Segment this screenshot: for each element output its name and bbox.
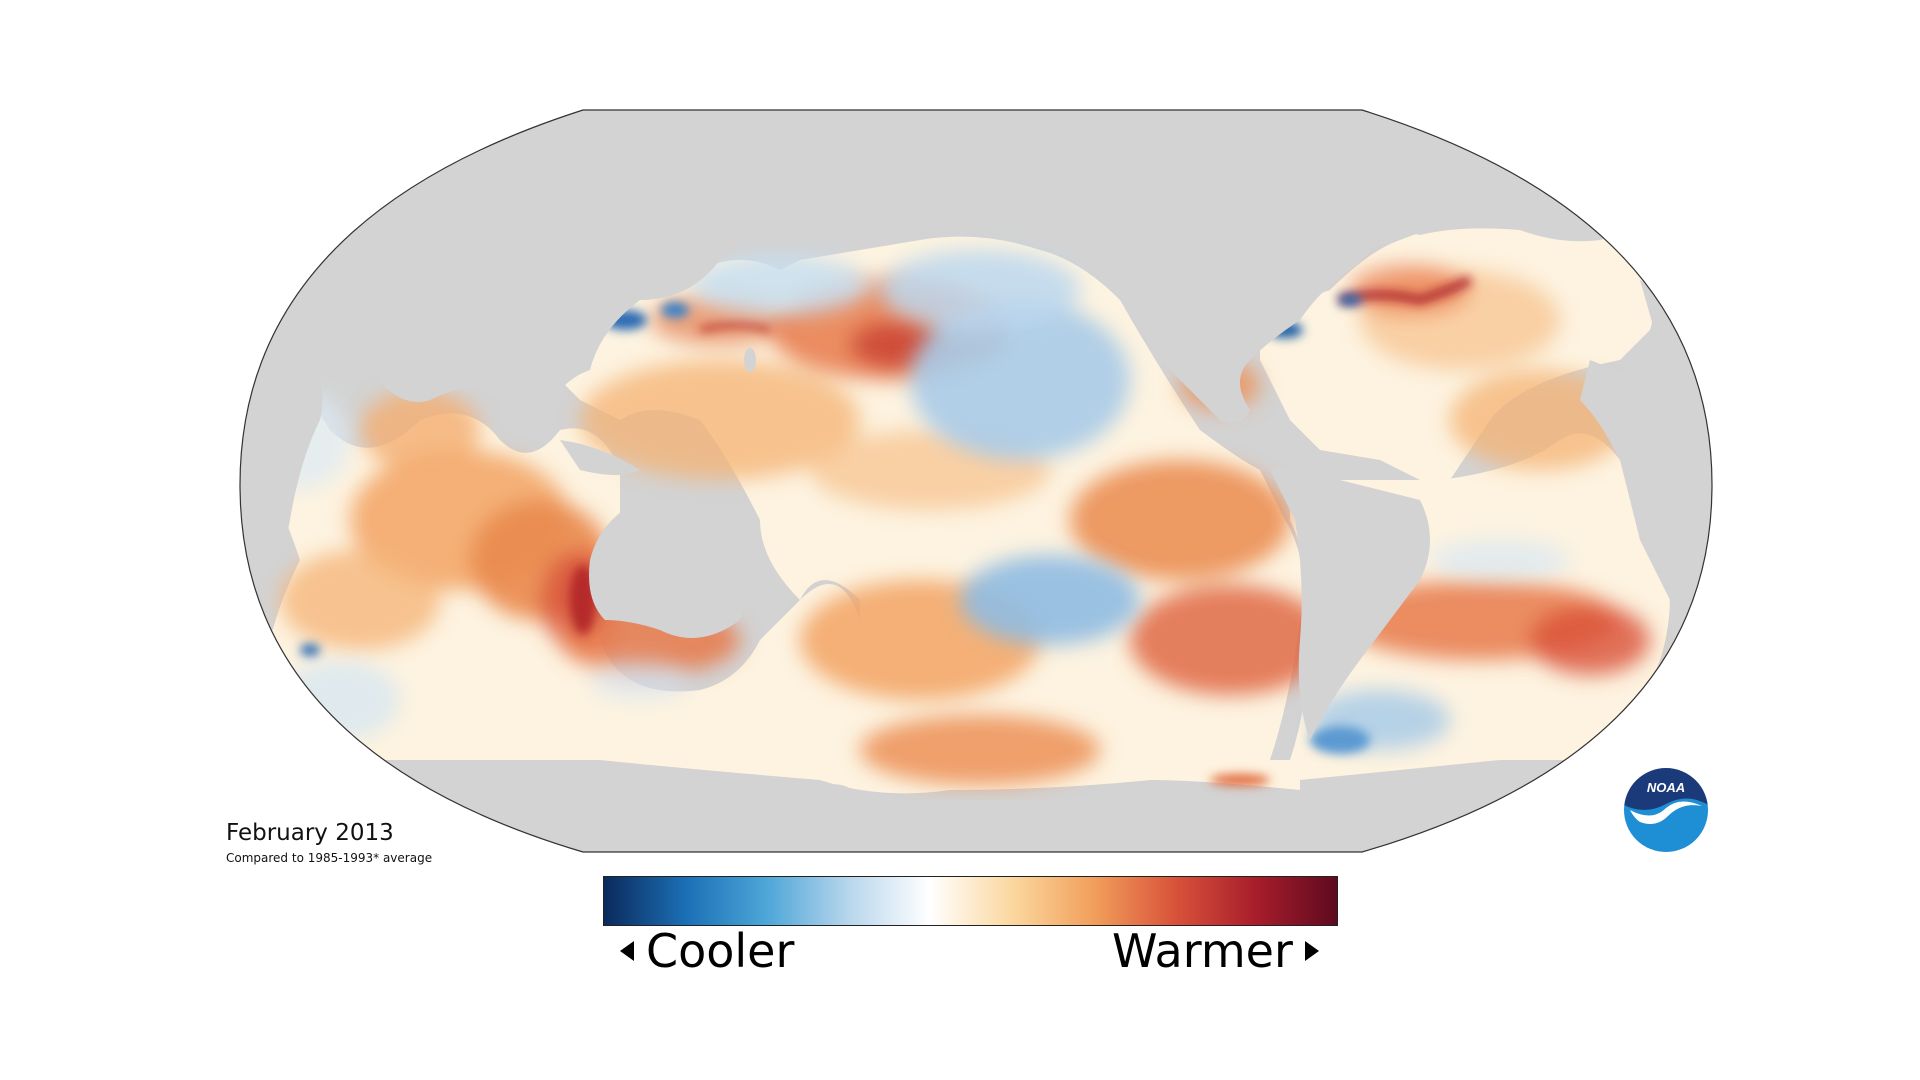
map-subtitle: Compared to 1985-1993* average — [226, 851, 433, 865]
noaa-logo-text: NOAA — [1647, 780, 1685, 795]
strong-warm-streaks — [569, 276, 1472, 786]
arrow-left-icon — [620, 941, 634, 961]
islands — [312, 275, 850, 796]
noaa-logo-icon: NOAA — [1622, 766, 1710, 854]
arrow-right-icon — [1304, 941, 1319, 961]
warmer-label: Warmer — [1112, 924, 1293, 978]
map-title: February 2013 — [226, 820, 394, 846]
continents — [240, 200, 1712, 852]
color-scale-bar — [603, 876, 1338, 926]
cool-anomalies — [250, 250, 1570, 750]
warmer-label-group: Warmer — [1112, 928, 1319, 974]
cooler-label: Cooler — [646, 924, 795, 978]
cooler-label-group: Cooler — [620, 928, 794, 974]
map-outline — [239, 109, 1713, 853]
